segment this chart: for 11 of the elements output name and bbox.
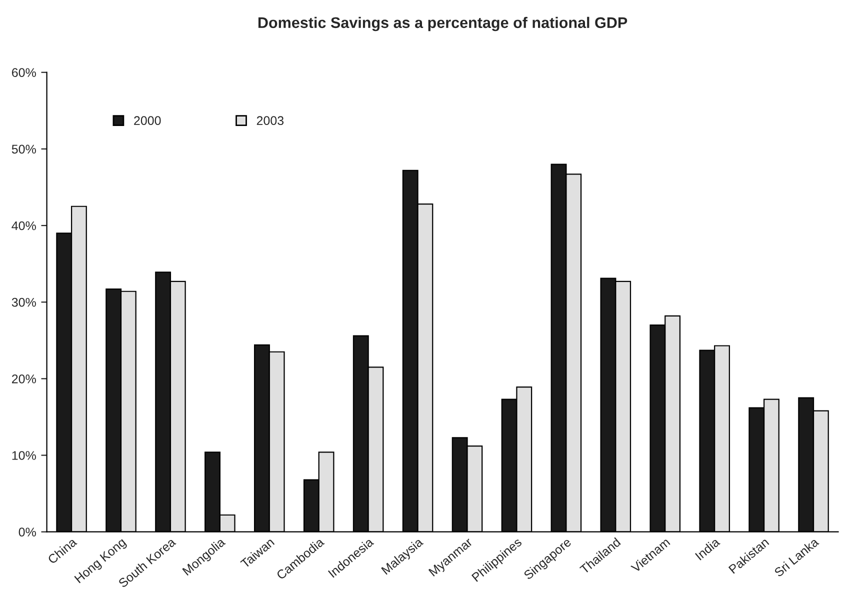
legend-label: 2003: [256, 116, 284, 126]
legend-label: 2000: [134, 116, 161, 126]
y-tick-label: 0%: [18, 528, 36, 536]
chart-title: Domestic Savings as a percentage of national GDP: [258, 16, 628, 32]
x-tick-label: India: [694, 536, 720, 560]
y-tick-label: 10%: [12, 451, 36, 460]
y-tick-label: 40%: [12, 221, 36, 230]
y-tick-label: 30%: [12, 298, 36, 307]
y-tick-label: 60%: [12, 68, 36, 78]
y-tick-label: 20%: [12, 374, 36, 384]
y-tick-label: 50%: [12, 144, 36, 154]
